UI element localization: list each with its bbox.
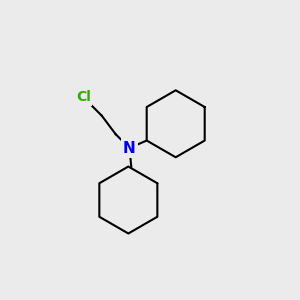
Text: N: N (123, 140, 136, 155)
Text: Cl: Cl (76, 90, 91, 104)
